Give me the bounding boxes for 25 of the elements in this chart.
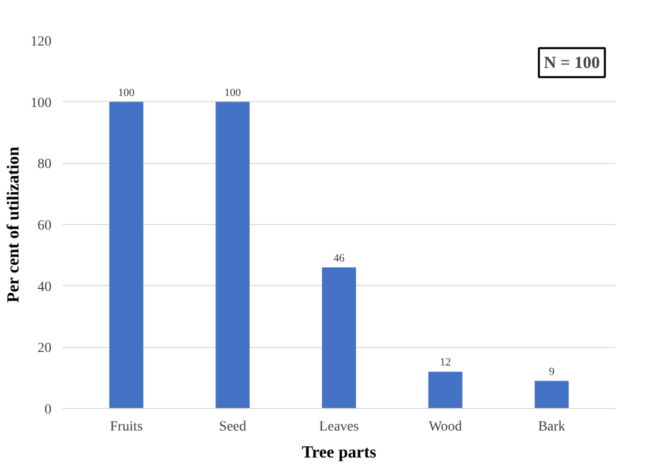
y-tick-label: 60 (38, 218, 52, 234)
y-tick-label: 0 (44, 402, 52, 418)
y-tick-label: 80 (38, 157, 52, 172)
y-tick-label: 120 (30, 34, 52, 50)
data-label: 100 (118, 86, 136, 99)
annotation: N = 100 (544, 53, 600, 72)
bar (216, 102, 250, 408)
bar (322, 267, 356, 408)
bar (428, 372, 462, 408)
x-axis-title: Tree parts (302, 442, 377, 462)
data-label: 46 (334, 252, 345, 264)
data-label: 9 (548, 366, 555, 378)
x-tick-label: Wood (428, 420, 462, 434)
x-tick-label: Leaves (319, 420, 359, 434)
data-label: 100 (224, 86, 242, 99)
x-tick-label: Fruits (110, 420, 143, 434)
x-tick-label: Bark (538, 420, 566, 434)
bar (109, 102, 144, 408)
y-tick-label: 20 (38, 341, 52, 356)
y-tick-label: 40 (38, 280, 52, 295)
y-tick-label: 100 (30, 96, 52, 111)
y-axis-title: Per cent of utilization (4, 146, 22, 303)
x-tick-label: Seed (219, 420, 246, 434)
data-label: 12 (440, 356, 451, 369)
bar (534, 380, 569, 408)
